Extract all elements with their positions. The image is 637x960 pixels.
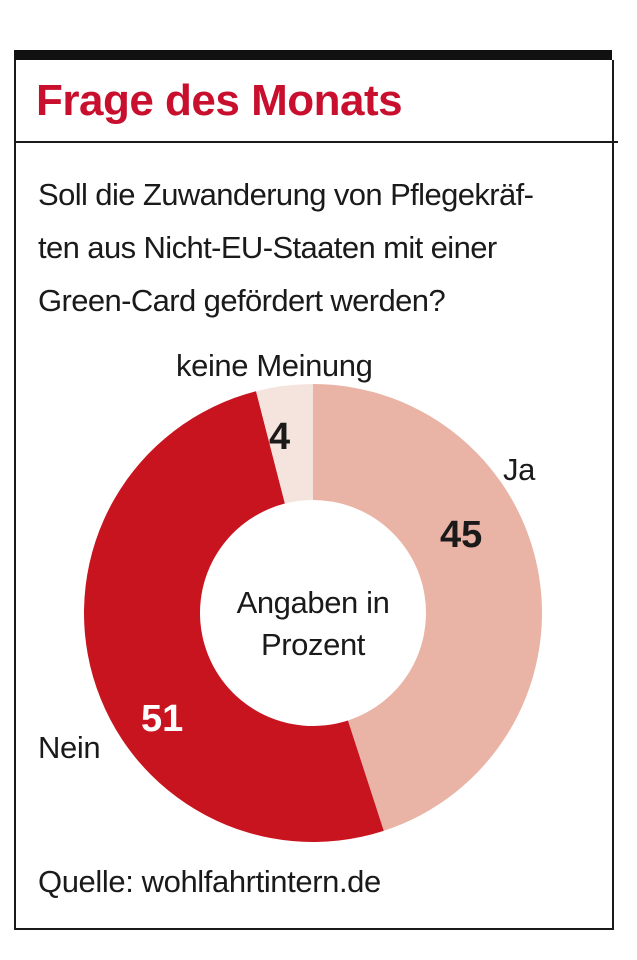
center-label-line: Angaben in [236, 585, 390, 620]
slice-value-ja: 45 [440, 514, 483, 556]
center-label-line: Prozent [260, 627, 366, 662]
title-divider [14, 141, 618, 143]
question-text: Soll die Zuwanderung von Pflegekräf- ten… [38, 168, 598, 327]
slice-label-ja: Ja [503, 452, 535, 487]
slice-value-keine-meinung: 4 [269, 416, 291, 458]
donut-slice-keine-meinung [256, 384, 313, 504]
frame [14, 60, 614, 930]
slice-label-nein: Nein [38, 730, 101, 765]
question-line: ten aus Nicht-EU-Staaten mit einer [38, 230, 497, 265]
donut-slice-ja [313, 384, 543, 831]
top-rule [14, 50, 612, 60]
slice-value-nein: 51 [141, 698, 184, 740]
question-line: Green-Card gefördert werden? [38, 283, 446, 318]
donut-slice-nein [84, 391, 384, 842]
source-note: Quelle: wohlfahrtintern.de [38, 864, 381, 899]
center-label: Angaben in Prozent [213, 582, 413, 666]
slice-label-keine-meinung: keine Meinung [176, 348, 373, 383]
page-title: Frage des Monats [36, 76, 403, 125]
question-line: Soll die Zuwanderung von Pflegekräf- [38, 177, 534, 212]
